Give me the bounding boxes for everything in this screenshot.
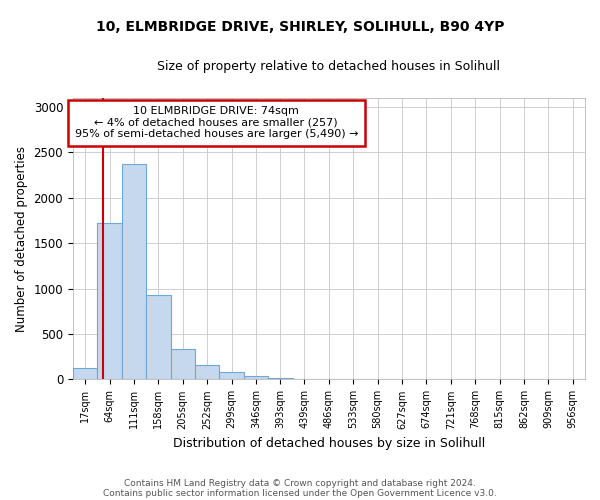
Bar <box>244 376 268 380</box>
Bar <box>146 295 170 380</box>
Text: Contains HM Land Registry data © Crown copyright and database right 2024.: Contains HM Land Registry data © Crown c… <box>124 478 476 488</box>
Bar <box>195 366 220 380</box>
Title: Size of property relative to detached houses in Solihull: Size of property relative to detached ho… <box>157 60 500 73</box>
Bar <box>220 372 244 380</box>
Text: 10, ELMBRIDGE DRIVE, SHIRLEY, SOLIHULL, B90 4YP: 10, ELMBRIDGE DRIVE, SHIRLEY, SOLIHULL, … <box>96 20 504 34</box>
Y-axis label: Number of detached properties: Number of detached properties <box>15 146 28 332</box>
Text: Contains public sector information licensed under the Open Government Licence v3: Contains public sector information licen… <box>103 488 497 498</box>
Bar <box>73 368 97 380</box>
Bar <box>170 348 195 380</box>
Text: 10 ELMBRIDGE DRIVE: 74sqm
← 4% of detached houses are smaller (257)
95% of semi-: 10 ELMBRIDGE DRIVE: 74sqm ← 4% of detach… <box>74 106 358 140</box>
Bar <box>122 164 146 380</box>
Bar <box>268 378 293 380</box>
Bar <box>97 223 122 380</box>
X-axis label: Distribution of detached houses by size in Solihull: Distribution of detached houses by size … <box>173 437 485 450</box>
Bar <box>292 378 316 380</box>
